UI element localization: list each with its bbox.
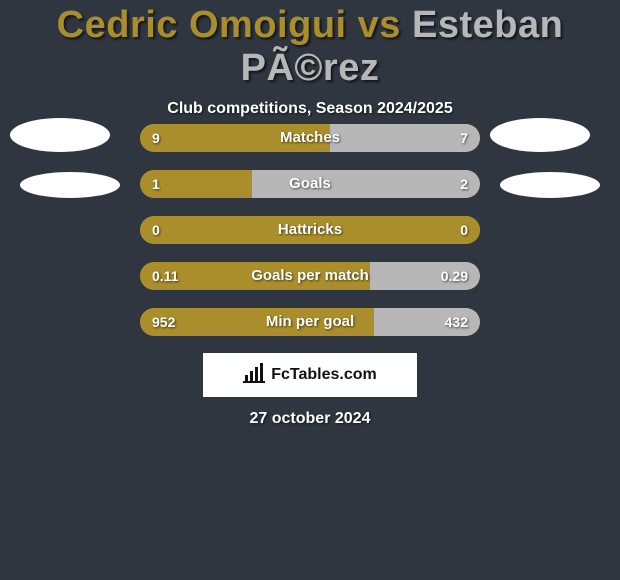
stat-value-left: 0: [152, 216, 160, 244]
avatar-right-1: [490, 118, 590, 152]
stat-value-right: 0: [460, 216, 468, 244]
stat-value-right: 7: [460, 124, 468, 152]
stat-value-right: 2: [460, 170, 468, 198]
stat-value-left: 952: [152, 308, 175, 336]
page-title: Cedric Omoigui vs Esteban PÃ©rez: [0, 0, 620, 90]
date-text: 27 october 2024: [0, 410, 620, 428]
branding-badge: FcTables.com: [203, 353, 417, 397]
stat-row: Hattricks0 0: [140, 216, 480, 244]
stat-label: Matches: [140, 124, 480, 152]
stat-value-left: 9: [152, 124, 160, 152]
chart-icon: [243, 363, 265, 388]
avatar-right-2: [500, 172, 600, 198]
stat-value-right: 432: [445, 308, 468, 336]
stat-label: Goals per match: [140, 262, 480, 290]
subtitle: Club competitions, Season 2024/2025: [0, 100, 620, 118]
stat-row: Goals per match0.11 0.29: [140, 262, 480, 290]
stat-label: Min per goal: [140, 308, 480, 336]
stat-row: Goals1 2: [140, 170, 480, 198]
avatar-left-1: [10, 118, 110, 152]
stat-value-left: 1: [152, 170, 160, 198]
branding-text: FcTables.com: [271, 366, 377, 384]
stat-value-left: 0.11: [152, 262, 178, 290]
stat-row: Min per goal952 432: [140, 308, 480, 336]
stat-label: Goals: [140, 170, 480, 198]
stat-rows: Matches9 7 Goals1 2 Hattricks0 0 Goals per mat…: [140, 124, 480, 354]
stat-row: Matches9 7: [140, 124, 480, 152]
avatar-left-2: [20, 172, 120, 198]
stat-label: Hattricks: [140, 216, 480, 244]
stat-value-right: 0.29: [441, 262, 468, 290]
